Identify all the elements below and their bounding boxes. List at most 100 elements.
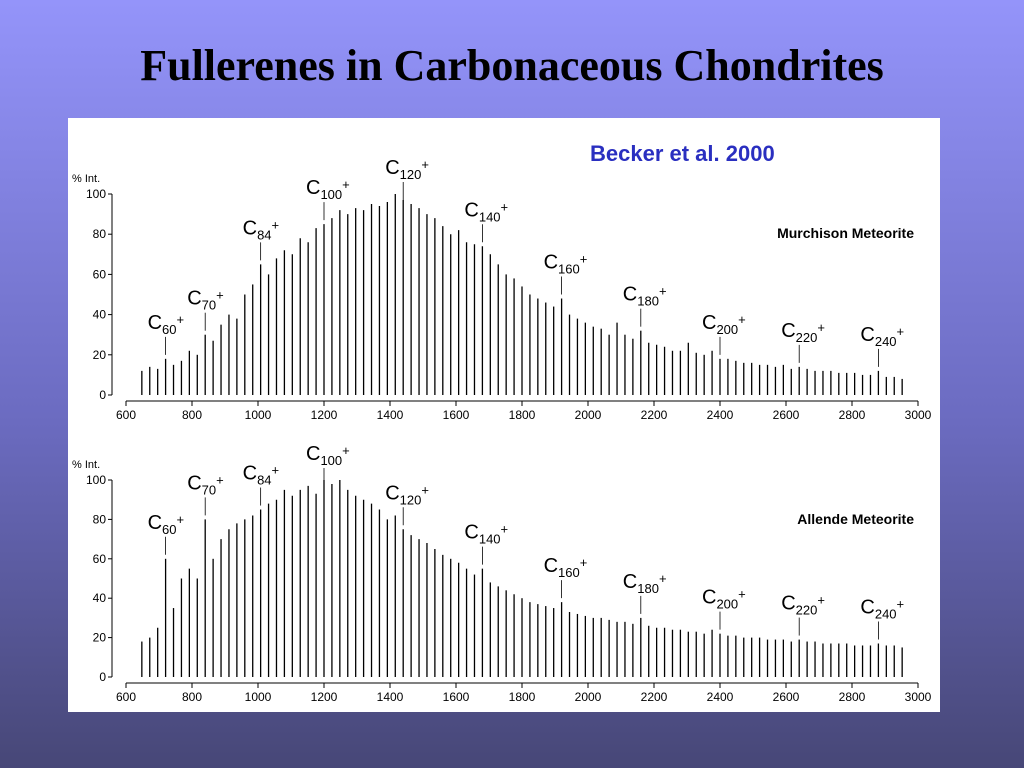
y-tick-label: 60 xyxy=(93,267,107,281)
annotation-subscript: 220 xyxy=(796,603,818,618)
y-tick-label: 40 xyxy=(93,591,107,605)
annotation-subscript: 240 xyxy=(875,334,897,349)
annotation-label: C140+ xyxy=(464,199,508,224)
annotation-label: C220+ xyxy=(781,320,825,345)
annotation-charge: + xyxy=(272,463,280,478)
annotation-element: C xyxy=(306,443,320,465)
annotation-element: C xyxy=(860,597,874,619)
slide-title: Fullerenes in Carbonaceous Chondrites xyxy=(140,41,884,90)
annotation-label: C240+ xyxy=(860,324,904,349)
x-tick-label: 1800 xyxy=(509,690,536,704)
x-tick-label: 2200 xyxy=(641,690,668,704)
annotation-element: C xyxy=(385,482,399,504)
annotation-subscript: 60 xyxy=(162,322,176,337)
annotation-element: C xyxy=(187,472,201,494)
annotation-label: C120+ xyxy=(385,157,429,182)
annotation-element: C xyxy=(306,177,320,199)
annotation-label: C100+ xyxy=(306,177,350,202)
citation: Becker et al. 2000 xyxy=(590,141,775,166)
x-tick-label: 600 xyxy=(116,408,136,422)
annotation-charge: + xyxy=(272,217,280,232)
annotation-label: C140+ xyxy=(464,522,508,547)
annotation-subscript: 200 xyxy=(716,597,738,612)
y-tick-label: 0 xyxy=(99,670,106,684)
y-tick-label: 100 xyxy=(86,187,106,201)
annotation-element: C xyxy=(243,463,257,485)
annotation-element: C xyxy=(702,312,716,334)
x-tick-label: 1600 xyxy=(443,408,470,422)
y-tick-label: 60 xyxy=(93,552,107,566)
annotation-charge: + xyxy=(817,593,825,608)
annotation-charge: + xyxy=(738,587,746,602)
x-tick-label: 1000 xyxy=(245,690,272,704)
y-tick-label: 80 xyxy=(93,512,107,526)
annotation-subscript: 120 xyxy=(400,167,422,182)
annotation-element: C xyxy=(544,555,558,577)
annotation-label: C84+ xyxy=(243,463,280,488)
annotation-element: C xyxy=(464,522,478,544)
x-tick-label: 2600 xyxy=(773,690,800,704)
annotation-label: C60+ xyxy=(148,512,185,537)
annotation-charge: + xyxy=(897,324,905,339)
annotation-element: C xyxy=(781,593,795,615)
annotation-element: C xyxy=(243,217,257,239)
annotation-element: C xyxy=(860,324,874,346)
annotation-label: C200+ xyxy=(702,587,746,612)
x-tick-label: 600 xyxy=(116,690,136,704)
x-tick-label: 2400 xyxy=(707,408,734,422)
annotation-subscript: 180 xyxy=(637,581,659,596)
annotation-subscript: 140 xyxy=(479,532,501,547)
spectrum-title: Allende Meteorite xyxy=(797,511,914,527)
x-tick-label: 800 xyxy=(182,690,202,704)
annotation-label: C180+ xyxy=(623,284,667,309)
x-tick-label: 1200 xyxy=(311,690,338,704)
annotation-label: C60+ xyxy=(148,312,185,337)
annotation-label: C160+ xyxy=(544,555,588,580)
x-tick-label: 2200 xyxy=(641,408,668,422)
x-tick-label: 2800 xyxy=(839,690,866,704)
annotation-subscript: 120 xyxy=(400,492,422,507)
annotation-label: C70+ xyxy=(187,288,224,313)
x-tick-label: 2600 xyxy=(773,408,800,422)
annotation-charge: + xyxy=(659,284,667,299)
annotation-subscript: 70 xyxy=(202,298,216,313)
annotation-subscript: 200 xyxy=(716,322,738,337)
spectrum-title: Murchison Meteorite xyxy=(777,225,914,241)
annotation-subscript: 140 xyxy=(479,209,501,224)
annotation-charge: + xyxy=(659,571,667,586)
annotation-charge: + xyxy=(501,199,509,214)
x-tick-label: 1400 xyxy=(377,690,404,704)
y-axis-label: % Int. xyxy=(72,173,100,185)
x-tick-label: 3000 xyxy=(905,408,932,422)
annotation-element: C xyxy=(702,587,716,609)
annotation-subscript: 84 xyxy=(257,473,271,488)
annotation-subscript: 60 xyxy=(162,522,176,537)
annotation-element: C xyxy=(148,512,162,534)
x-tick-label: 2800 xyxy=(839,408,866,422)
annotation-charge: + xyxy=(177,312,185,327)
y-tick-label: 80 xyxy=(93,227,107,241)
annotation-element: C xyxy=(385,157,399,179)
annotation-subscript: 84 xyxy=(257,227,271,242)
x-tick-label: 2000 xyxy=(575,690,602,704)
annotation-subscript: 160 xyxy=(558,262,580,277)
annotation-element: C xyxy=(623,284,637,306)
y-tick-label: 20 xyxy=(93,348,107,362)
annotation-label: C84+ xyxy=(243,217,280,242)
annotation-label: C70+ xyxy=(187,472,224,497)
x-tick-label: 3000 xyxy=(905,690,932,704)
annotation-charge: + xyxy=(421,482,429,497)
annotation-charge: + xyxy=(342,177,350,192)
y-tick-label: 100 xyxy=(86,473,106,487)
x-tick-label: 2400 xyxy=(707,690,734,704)
annotation-charge: + xyxy=(897,597,905,612)
annotation-label: C240+ xyxy=(860,597,904,622)
x-tick-label: 1600 xyxy=(443,690,470,704)
x-tick-label: 1200 xyxy=(311,408,338,422)
annotation-label: C200+ xyxy=(702,312,746,337)
y-tick-label: 0 xyxy=(99,388,106,402)
annotation-label: C180+ xyxy=(623,571,667,596)
annotation-subscript: 160 xyxy=(558,565,580,580)
annotation-element: C xyxy=(187,288,201,310)
